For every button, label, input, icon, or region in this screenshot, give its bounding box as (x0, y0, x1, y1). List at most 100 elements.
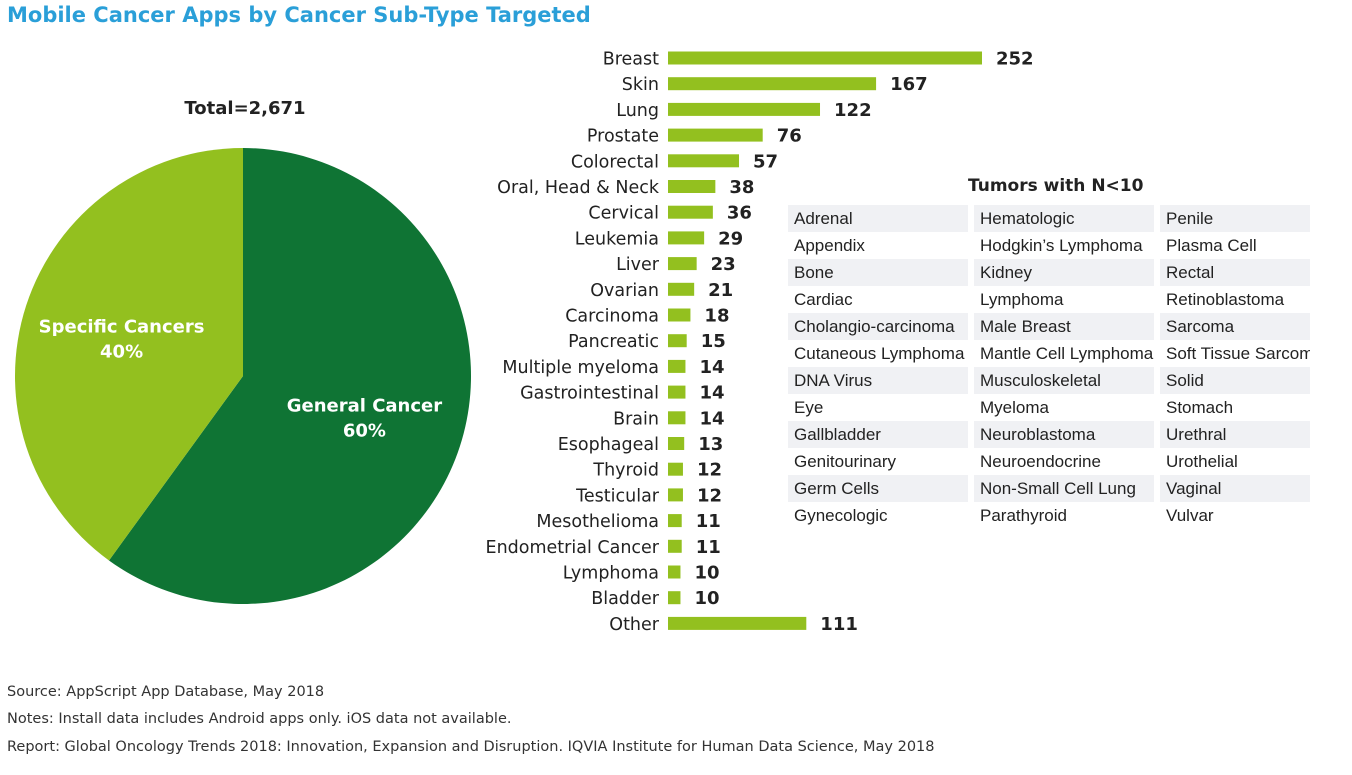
tumor-cell: Germ Cells (788, 475, 968, 502)
bar-cervical (668, 205, 713, 219)
bar-category-label: Ovarian (590, 281, 659, 301)
tumor-cell: Solid (1160, 367, 1310, 394)
tumor-cell: Neuroblastoma (974, 421, 1154, 448)
bar-oral-head-neck (668, 180, 716, 193)
bar-category-label: Gastrointestinal (520, 384, 659, 404)
bar-other (668, 616, 807, 630)
bar-esophageal (668, 437, 685, 450)
pie-slice-label: General Cancer (287, 395, 443, 416)
bar-liver (668, 257, 697, 271)
pie-slice-percent: 60% (343, 420, 386, 441)
bar-value-label: 76 (777, 126, 802, 147)
pie-chart: General Cancer 60% Specific Cancers 40% (15, 148, 472, 604)
bar-category-label: Cervical (588, 204, 659, 224)
bar-value-label: 252 (996, 49, 1034, 70)
tumor-cell: Vulvar (1166, 506, 1214, 525)
bar-colorectal (668, 154, 740, 168)
bar-value-label: 12 (697, 460, 722, 481)
bar-leukemia (668, 231, 705, 245)
bar-value-label: 167 (890, 74, 928, 95)
bar-category-label: Liver (616, 255, 660, 275)
tumor-cell: Bone (788, 259, 968, 286)
tumor-cell: Genitourinary (794, 452, 897, 471)
tumor-cell: Adrenal (788, 205, 968, 232)
bar-ovarian (668, 282, 695, 296)
bar-value-label: 23 (711, 254, 736, 275)
bar-chart: Breast 252 Skin 167 Lung 122 Prostate 76 Colorec… (486, 49, 1034, 635)
bar-lung (668, 102, 821, 116)
bar-multiple-myeloma (668, 359, 686, 373)
tumor-cell: Cholangio-carcinoma (788, 313, 968, 340)
bar-value-label: 29 (718, 228, 743, 249)
tumor-cell: Cutaneous Lymphoma (794, 344, 965, 363)
tumor-cell: Non-Small Cell Lung (974, 475, 1154, 502)
bar-value-label: 122 (834, 100, 872, 121)
bar-pancreatic (668, 334, 687, 348)
tumor-cell: Gallbladder (788, 421, 968, 448)
tumor-cell: Soft Tissue Sarcoma (1166, 344, 1310, 363)
notes-text: Notes: Install data includes Android app… (7, 711, 512, 727)
bar-category-label: Other (609, 615, 659, 635)
bar-thyroid (668, 462, 683, 476)
pie-slice-percent: 40% (100, 342, 143, 363)
tumor-cell: Mantle Cell Lymphoma (980, 344, 1154, 363)
tumor-table-title: Tumors with N<10 (968, 176, 1144, 196)
bar-category-label: Multiple myeloma (502, 358, 659, 378)
bar-value-label: 18 (704, 306, 729, 327)
tumor-cell: Hematologic (974, 205, 1154, 232)
bar-value-label: 14 (699, 383, 724, 404)
bar-value-label: 12 (697, 485, 722, 506)
bar-category-label: Prostate (587, 127, 659, 147)
bar-value-label: 15 (701, 331, 726, 352)
bar-value-label: 13 (698, 434, 723, 455)
tumor-cell: Eye (794, 398, 824, 417)
tumor-cell: Kidney (974, 259, 1154, 286)
bar-value-label: 111 (820, 614, 858, 635)
tumor-cell: Urethral (1160, 421, 1310, 448)
bar-gastrointestinal (668, 385, 686, 399)
bar-category-label: Oral, Head & Neck (497, 178, 660, 198)
bar-category-label: Lung (616, 101, 659, 121)
tumor-cell: Rectal (1160, 259, 1310, 286)
bar-breast (668, 51, 982, 65)
bar-bladder (668, 591, 681, 605)
bar-category-label: Thyroid (592, 461, 659, 481)
bar-category-label: Carcinoma (565, 307, 659, 327)
bar-category-label: Lymphoma (563, 564, 659, 584)
tumor-cell: Neuroendocrine (980, 452, 1101, 471)
tumor-cell: Retinoblastoma (1166, 290, 1285, 309)
bar-testicular (668, 488, 683, 502)
bar-category-label: Skin (622, 75, 659, 95)
bar-brain (668, 411, 686, 425)
bar-category-label: Testicular (575, 486, 660, 506)
bar-value-label: 38 (729, 177, 754, 198)
bar-lymphoma (668, 565, 681, 579)
report-text: Report: Global Oncology Trends 2018: Inn… (7, 739, 935, 755)
bar-category-label: Esophageal (558, 435, 659, 455)
chart-title: Mobile Cancer Apps by Cancer Sub-Type Ta… (7, 3, 591, 27)
bar-mesothelioma (668, 514, 682, 528)
bar-prostate (668, 128, 763, 142)
bar-carcinoma (668, 308, 691, 322)
bar-value-label: 14 (699, 408, 724, 429)
tumor-cell: Musculoskeletal (974, 367, 1154, 394)
bar-value-label: 21 (708, 280, 733, 301)
tumor-cell: Penile (1160, 205, 1310, 232)
bar-value-label: 11 (696, 511, 721, 532)
pie-slice-label: Specific Cancers (39, 317, 205, 338)
bar-endometrial-cancer (668, 539, 682, 553)
bar-skin (668, 77, 877, 91)
tumor-cell: Urothelial (1166, 452, 1238, 471)
bar-value-label: 57 (753, 151, 778, 172)
tumor-cell: Plasma Cell (1166, 236, 1257, 255)
bar-category-label: Mesothelioma (536, 512, 659, 532)
tumor-cell: Male Breast (974, 313, 1154, 340)
bar-value-label: 36 (727, 203, 752, 224)
bar-category-label: Pancreatic (568, 332, 659, 352)
bar-value-label: 10 (694, 563, 719, 584)
bar-category-label: Bladder (591, 589, 660, 609)
tumor-cell: Myeloma (980, 398, 1049, 417)
pie-slice-specific-cancers (15, 148, 243, 561)
bar-category-label: Breast (603, 50, 659, 70)
bar-category-label: Colorectal (571, 152, 659, 172)
